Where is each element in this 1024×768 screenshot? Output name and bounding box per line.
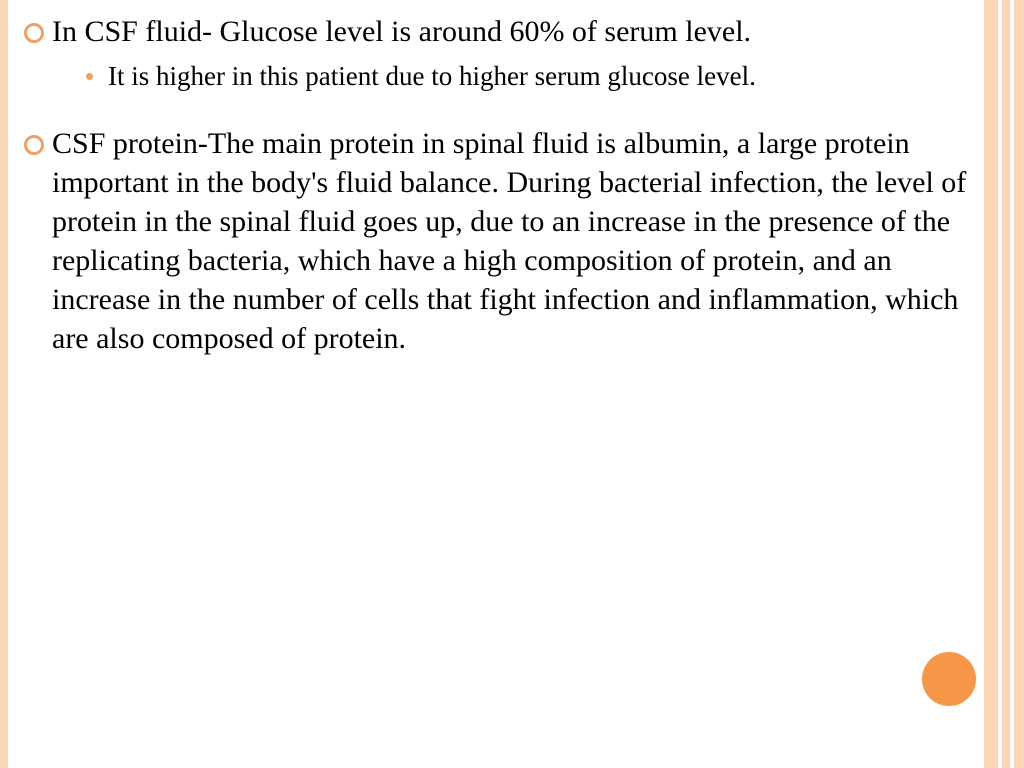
slide-content: In CSF fluid- Glucose level is around 60… [24, 12, 978, 378]
border-left-stripe [0, 0, 8, 768]
circle-decoration-icon [922, 652, 976, 706]
bullet-text-1: In CSF fluid- Glucose level is around 60… [52, 15, 751, 48]
sub-bullet-text-1: It is higher in this patient due to high… [108, 61, 756, 91]
bullet-item-2: CSF protein-The main protein in spinal f… [24, 124, 974, 358]
border-right-stripe-outer [1014, 0, 1024, 768]
border-right-stripe-mid [1002, 0, 1010, 768]
border-right-stripe-inner [984, 0, 998, 768]
bullet-item-1: In CSF fluid- Glucose level is around 60… [24, 12, 974, 94]
sub-bullet-item-1: It is higher in this patient due to high… [52, 59, 974, 94]
bullet-text-2: CSF protein-The main protein in spinal f… [52, 127, 966, 355]
